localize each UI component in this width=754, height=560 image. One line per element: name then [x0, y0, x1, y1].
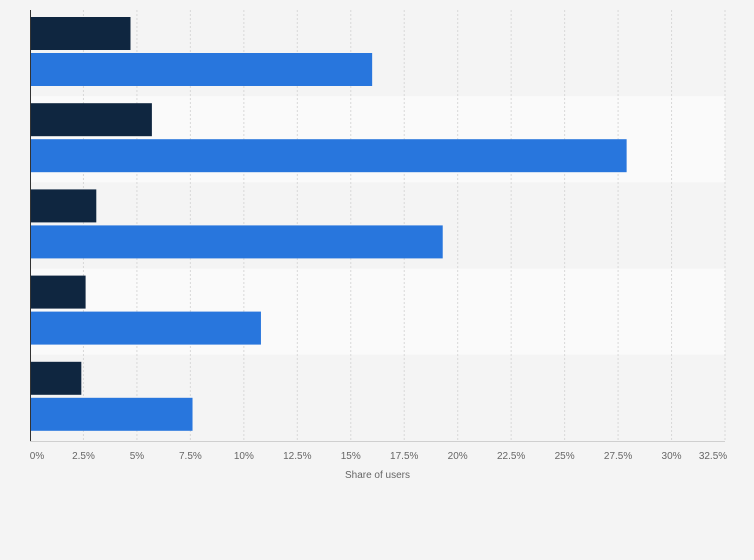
bar-series2-row5 [30, 397, 193, 431]
bar-series1-row4 [30, 275, 86, 309]
x-axis-title: Share of users [345, 470, 410, 481]
x-tick-label-7: 17.5% [390, 451, 418, 462]
x-tick-labels: 0% 2.5% 5% 7.5% 10% 12.5% 15% 17.5% 20% 22.5% 25% 2… [30, 451, 728, 462]
x-tick-label-4: 10% [234, 451, 254, 462]
bar-series1-row5 [30, 361, 82, 395]
bar-series1-row1 [30, 17, 131, 50]
bar-series1-row2 [30, 103, 152, 137]
x-tick-label-2: 5% [130, 451, 145, 462]
bars [30, 17, 627, 431]
x-tick-label-6: 15% [341, 451, 361, 462]
x-tick-label-12: 30% [662, 451, 682, 462]
bar-series2-row3 [30, 225, 443, 259]
bar-series2-row4 [30, 311, 261, 345]
x-tick-label-11: 27.5% [604, 451, 632, 462]
x-tick-label-10: 25% [555, 451, 575, 462]
x-tick-label-3: 7.5% [179, 451, 202, 462]
x-tick-label-5: 12.5% [283, 451, 311, 462]
x-tick-label-0: 0% [30, 451, 45, 462]
x-tick-label-1: 2.5% [72, 451, 95, 462]
bar-series2-row2 [30, 139, 627, 173]
x-tick-label-9: 22.5% [497, 451, 525, 462]
axes [30, 10, 725, 442]
x-tick-label-13: 32.5% [699, 451, 727, 462]
bar-series1-row3 [30, 189, 97, 223]
x-tick-label-8: 20% [448, 451, 468, 462]
bar-series2-row1 [30, 53, 373, 86]
